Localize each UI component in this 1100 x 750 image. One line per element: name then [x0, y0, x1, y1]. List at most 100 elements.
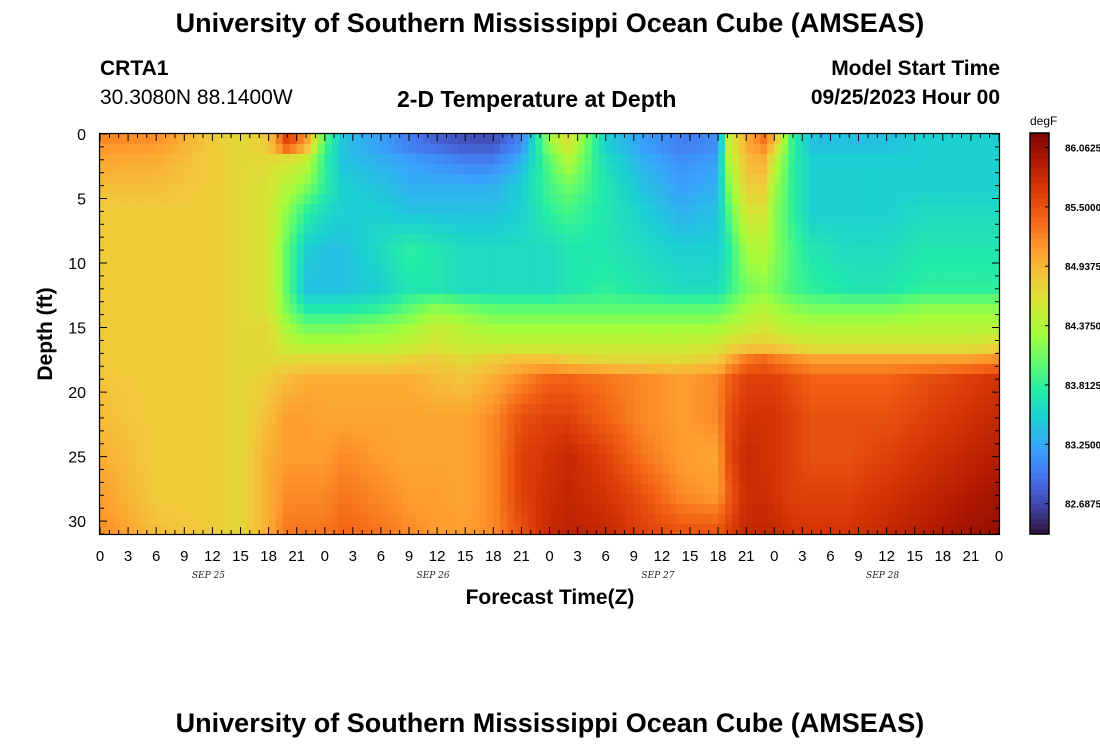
heatmap-cell — [268, 184, 277, 195]
heatmap-cell — [437, 134, 445, 145]
heatmap-cell — [886, 134, 895, 145]
heatmap-cell — [247, 474, 256, 485]
heatmap-cell — [366, 434, 375, 445]
heatmap-cell — [423, 354, 431, 365]
heatmap-cell — [739, 474, 747, 485]
heatmap-cell — [100, 204, 108, 215]
heatmap-cell — [394, 314, 403, 325]
heatmap-cell — [949, 334, 958, 345]
heatmap-cell — [725, 194, 733, 205]
heatmap-cell — [310, 474, 319, 485]
heatmap-cell — [444, 184, 452, 195]
heatmap-cell — [900, 154, 909, 165]
heatmap-cell — [549, 234, 558, 245]
heatmap-cell — [423, 334, 431, 345]
heatmap-cell — [493, 164, 501, 175]
heatmap-cell — [907, 374, 916, 385]
heatmap-cell — [135, 194, 143, 205]
heatmap-cell — [451, 224, 459, 235]
heatmap-cell — [493, 134, 501, 145]
heatmap-cell — [128, 184, 136, 195]
heatmap-cell — [619, 134, 628, 145]
heatmap-cell — [310, 354, 319, 365]
heatmap-cell — [556, 144, 565, 155]
heatmap-cell — [598, 314, 607, 325]
heatmap-cell — [675, 394, 684, 405]
heatmap-cell — [191, 344, 199, 355]
heatmap-cell — [261, 514, 270, 525]
heatmap-cell — [879, 354, 888, 365]
heatmap-cell — [963, 274, 972, 285]
heatmap-cell — [402, 174, 410, 185]
heatmap-cell — [416, 254, 424, 265]
heatmap-cell — [409, 164, 417, 175]
heatmap-cell — [282, 364, 291, 375]
heatmap-cell — [451, 244, 459, 255]
heatmap-cell — [689, 134, 698, 145]
heatmap-cell — [767, 174, 775, 185]
heatmap-cell — [458, 154, 466, 165]
heatmap-cell — [479, 324, 487, 335]
heatmap-cell — [570, 504, 579, 515]
heatmap-cell — [345, 504, 354, 515]
heatmap-cell — [542, 324, 551, 335]
heatmap-cell — [963, 334, 972, 345]
heatmap-cell — [542, 504, 551, 515]
heatmap-cell — [142, 214, 150, 225]
heatmap-cell — [654, 434, 663, 445]
heatmap-cell — [310, 204, 319, 215]
heatmap-cell — [163, 374, 171, 385]
heatmap-cell — [303, 264, 312, 275]
heatmap-cell — [163, 484, 171, 495]
heatmap-cell — [907, 194, 916, 205]
heatmap-cell — [851, 494, 860, 505]
heatmap-cell — [654, 354, 663, 365]
heatmap-cell — [935, 254, 944, 265]
heatmap-cell — [689, 494, 698, 505]
heatmap-cell — [626, 494, 635, 505]
heatmap-cell — [507, 484, 515, 495]
heatmap-cell — [577, 224, 586, 235]
heatmap-cell — [331, 204, 340, 215]
heatmap-cell — [563, 344, 572, 355]
heatmap-cell — [317, 294, 326, 305]
heatmap-cell — [865, 374, 874, 385]
heatmap-cell — [254, 234, 263, 245]
heatmap-cell — [149, 324, 157, 335]
heatmap-cell — [296, 444, 305, 455]
heatmap-cell — [654, 144, 663, 155]
heatmap-cell — [528, 174, 537, 185]
heatmap-cell — [661, 234, 670, 245]
heatmap-cell — [689, 364, 698, 375]
heatmap-cell — [219, 454, 228, 465]
heatmap-cell — [675, 424, 684, 435]
heatmap-cell — [135, 184, 143, 195]
heatmap-cell — [788, 214, 796, 225]
heatmap-cell — [893, 144, 902, 155]
heatmap-cell — [303, 204, 312, 215]
heatmap-cell — [451, 134, 459, 145]
heatmap-cell — [837, 484, 846, 495]
heatmap-cell — [640, 444, 649, 455]
heatmap-cell — [163, 434, 171, 445]
heatmap-cell — [233, 404, 242, 415]
heatmap-cell — [402, 204, 410, 215]
heatmap-cell — [956, 294, 965, 305]
heatmap-cell — [647, 234, 656, 245]
heatmap-cell — [289, 384, 298, 395]
heatmap-cell — [254, 494, 263, 505]
heatmap-cell — [324, 264, 333, 275]
heatmap-cell — [402, 164, 410, 175]
heatmap-cell — [711, 174, 719, 185]
heatmap-cell — [647, 294, 656, 305]
heatmap-cell — [549, 254, 558, 265]
heatmap-cell — [366, 414, 375, 425]
heatmap-cell — [942, 324, 951, 335]
heatmap-cell — [331, 134, 340, 145]
heatmap-cell — [500, 154, 508, 165]
heatmap-cell — [830, 494, 839, 505]
heatmap-cell — [240, 324, 249, 335]
heatmap-cell — [753, 354, 761, 365]
heatmap-cell — [823, 194, 832, 205]
heatmap-cell — [591, 134, 600, 145]
